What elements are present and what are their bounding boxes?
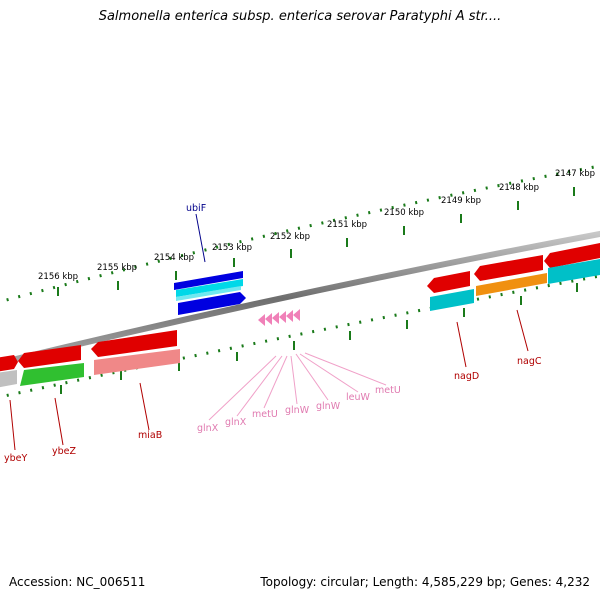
kbp-label: 2151 kbp [327, 220, 367, 230]
gene-label-miaB: miaB [138, 430, 162, 441]
gene-label-nagD: nagD [454, 371, 479, 382]
gene-label-glnX: glnX [197, 423, 219, 434]
kbp-label: 2153 kbp [212, 243, 252, 253]
ybeY-leader [9, 399, 16, 451]
nagD-leader [456, 321, 467, 368]
genome-backbone [0, 230, 600, 366]
gene-label-ybeZ: ybeZ [52, 446, 76, 457]
rna-gene-cluster [258, 309, 300, 326]
gene-label-glnX: glnX [225, 417, 247, 428]
kbp-labels: 2156 kbp 2155 kbp 2154 kbp 2153 kbp 2152… [38, 169, 595, 282]
gene-label-ybeY: ybeY [4, 453, 27, 464]
kbp-label: 2152 kbp [270, 232, 310, 242]
gene-label-metU: metU [252, 409, 278, 420]
nagC-leader [516, 309, 529, 352]
gene-nagD[interactable] [427, 271, 474, 311]
upper-major-ticks [57, 187, 575, 296]
rna-leaders [208, 352, 387, 421]
gene-miaB[interactable] [91, 330, 180, 375]
kbp-label: 2156 kbp [38, 272, 78, 282]
gene-label-nagC: nagC [517, 356, 542, 367]
gene-block-left[interactable] [0, 345, 84, 388]
page-title: Salmonella enterica subsp. enterica sero… [98, 9, 502, 24]
kbp-label: 2149 kbp [441, 196, 481, 206]
kbp-label: 2155 kbp [97, 263, 137, 273]
gene-label-glnW: glnW [285, 405, 310, 416]
gene-label-ubiF: ubiF [186, 203, 206, 214]
ubiF-leader [195, 213, 206, 263]
lower-major-ticks [60, 283, 578, 394]
kbp-label: 2154 kbp [154, 253, 194, 263]
gene-label-leuW: leuW [346, 392, 371, 403]
gene-label-metU: metU [375, 385, 401, 396]
kbp-label: 2148 kbp [499, 183, 539, 193]
ybeZ-leader [54, 397, 64, 446]
accession-text: Accession: NC_006511 [9, 575, 146, 589]
rna-labels: glnX glnX metU glnW glnW leuW metU [197, 385, 401, 434]
miaB-leader [139, 382, 150, 431]
gene-label-glnW: glnW [316, 401, 341, 412]
gene-ubiF[interactable] [174, 271, 246, 315]
topology-text: Topology: circular; Length: 4,585,229 bp… [260, 575, 590, 589]
kbp-label: 2147 kbp [555, 169, 595, 179]
kbp-label: 2150 kbp [384, 208, 424, 218]
gene-nagC[interactable] [474, 243, 600, 296]
